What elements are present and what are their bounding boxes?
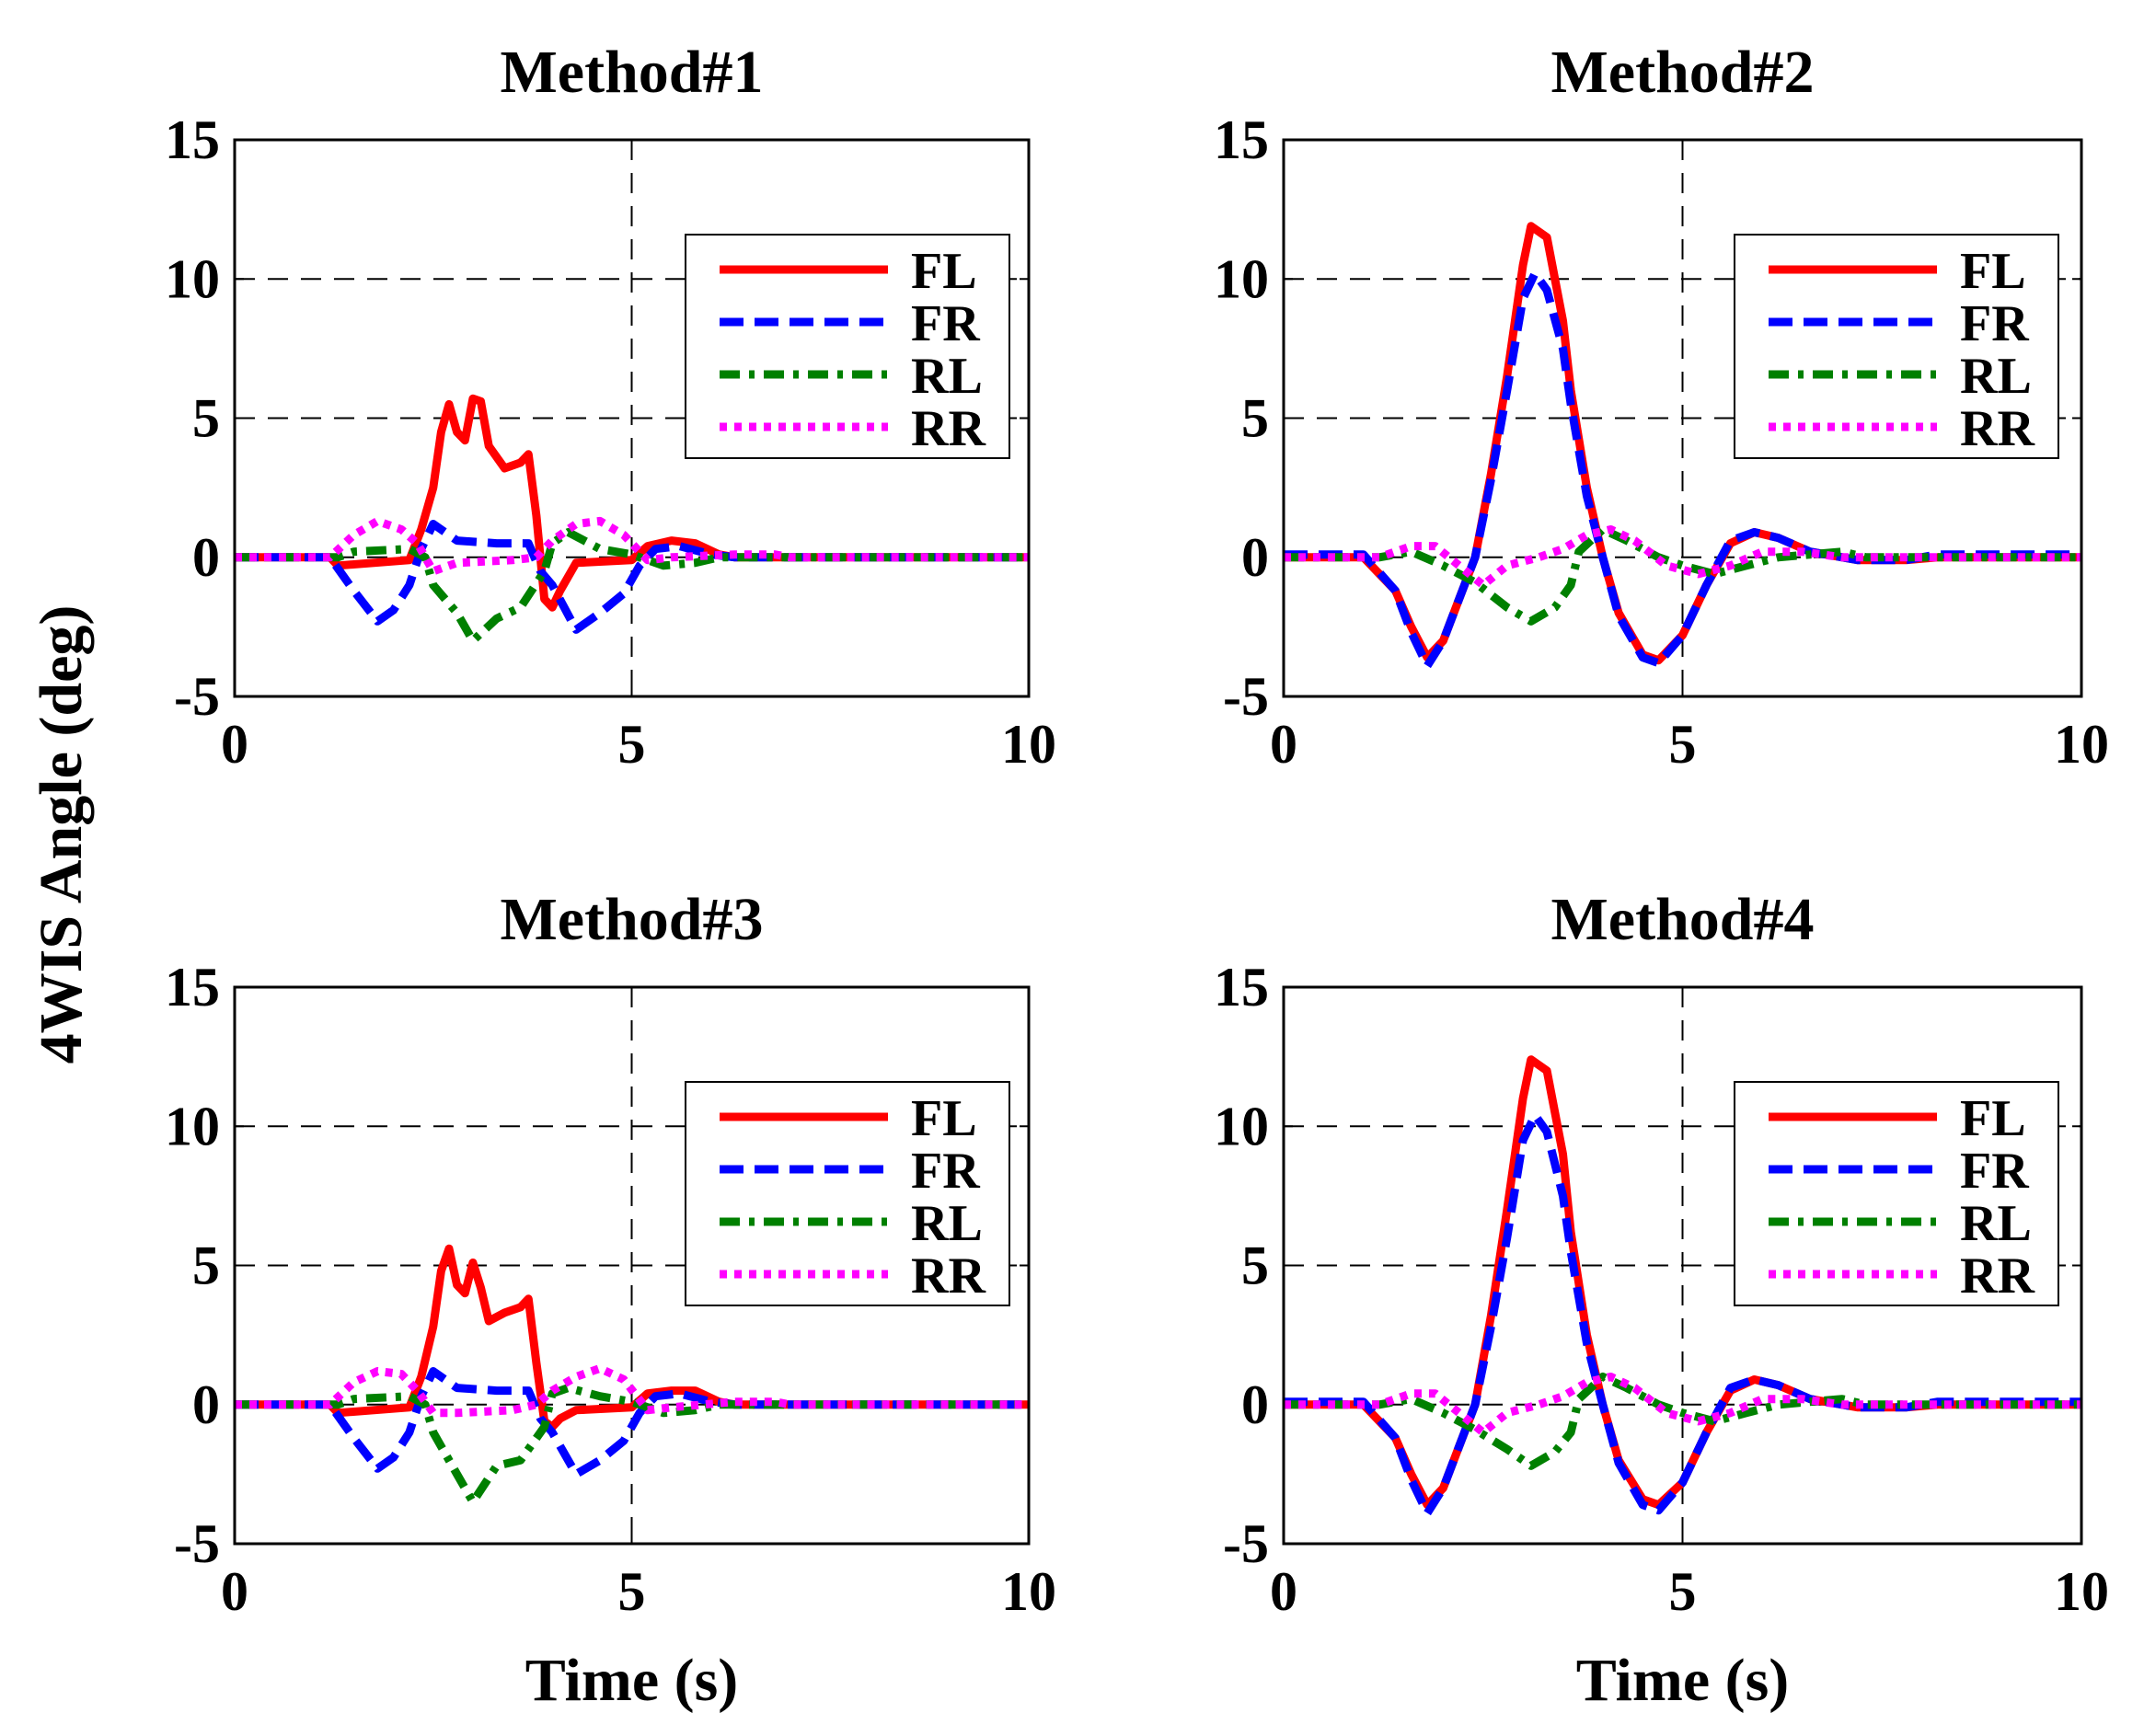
legend-label: RR <box>911 400 986 457</box>
axes-box <box>233 138 1031 698</box>
series-line-rl <box>235 1384 1029 1507</box>
x-tick-label: 0 <box>221 714 248 775</box>
series-line-rr <box>1284 525 2081 590</box>
legend-label: FR <box>1960 295 2029 352</box>
y-tick-label: 0 <box>192 1374 220 1435</box>
x-tick-label: 5 <box>618 714 646 775</box>
y-tick-label: -5 <box>1223 1513 1269 1574</box>
legend-label: RL <box>911 1195 983 1252</box>
x-tick-label: 5 <box>1669 714 1697 775</box>
legend-label: RR <box>1960 400 2034 457</box>
x-tick-label: 0 <box>221 1561 248 1622</box>
x-tick-label: 10 <box>1001 714 1056 775</box>
legend-label: FR <box>911 295 980 352</box>
legend-label: FL <box>1960 243 2026 300</box>
axes-box <box>1282 985 2083 1546</box>
axes-box <box>233 985 1031 1546</box>
x-tick-label: 0 <box>1270 1561 1297 1622</box>
y-tick-label: -5 <box>1223 666 1269 727</box>
x-tick-label: 10 <box>1001 1561 1056 1622</box>
series-line-fr <box>1284 1110 2081 1518</box>
subplot-title: Method#3 <box>501 886 764 953</box>
legend-label: RL <box>1960 1195 2032 1252</box>
x-tick-label: 10 <box>2054 714 2109 775</box>
series-line-rr <box>235 1363 1029 1418</box>
legend-label: FR <box>1960 1143 2029 1200</box>
x-tick-label: 5 <box>618 1561 646 1622</box>
y-tick-label: 5 <box>1241 1236 1269 1296</box>
x-tick-label: 10 <box>2054 1561 2109 1622</box>
y-tick-label: 5 <box>192 388 220 449</box>
y-tick-label: 0 <box>1241 1374 1269 1435</box>
legend-label: FL <box>911 243 977 300</box>
x-tick-label: 0 <box>1270 714 1297 775</box>
y-tick-label: 10 <box>165 248 220 309</box>
y-tick-label: 5 <box>192 1236 220 1296</box>
y-tick-label: 10 <box>165 1096 220 1156</box>
series-line-fr <box>1284 269 2081 671</box>
legend-label: FL <box>1960 1090 2026 1147</box>
subplot-title: Method#4 <box>1551 886 1815 953</box>
y-tick-label: -5 <box>174 666 220 727</box>
legend-label: RR <box>1960 1247 2034 1305</box>
y-tick-label: 15 <box>1214 109 1269 170</box>
y-tick-label: 15 <box>1214 957 1269 1017</box>
y-tick-label: 15 <box>165 957 220 1017</box>
series-line-fl <box>235 394 1029 612</box>
x-tick-label: 5 <box>1669 1561 1697 1622</box>
y-axis-label: 4WIS Angle (deg) <box>28 605 95 1064</box>
series-line-rl <box>1284 525 2081 626</box>
y-tick-label: -5 <box>174 1513 220 1574</box>
legend-label: RL <box>1960 348 2032 405</box>
series-line-fr <box>235 520 1029 634</box>
series-line-rr <box>1284 1373 2081 1437</box>
y-tick-label: 0 <box>1241 527 1269 588</box>
x-axis-label: Time (s) <box>1576 1647 1790 1714</box>
y-tick-label: 15 <box>165 109 220 170</box>
series-line-fl <box>1284 1055 2081 1510</box>
axes-box <box>1282 138 2083 698</box>
legend-label: RR <box>911 1247 986 1305</box>
subplot-title: Method#1 <box>501 39 764 106</box>
y-tick-label: 10 <box>1214 248 1269 309</box>
legend-label: FR <box>911 1143 980 1200</box>
legend-label: RL <box>911 348 983 405</box>
series-line-rl <box>1284 1373 2081 1470</box>
y-tick-label: 10 <box>1214 1096 1269 1156</box>
y-tick-label: 5 <box>1241 388 1269 449</box>
series-line-rl <box>235 528 1029 645</box>
legend-label: FL <box>911 1090 977 1147</box>
y-tick-label: 0 <box>192 527 220 588</box>
x-axis-label: Time (s) <box>525 1647 739 1714</box>
subplot-title: Method#2 <box>1551 39 1815 106</box>
